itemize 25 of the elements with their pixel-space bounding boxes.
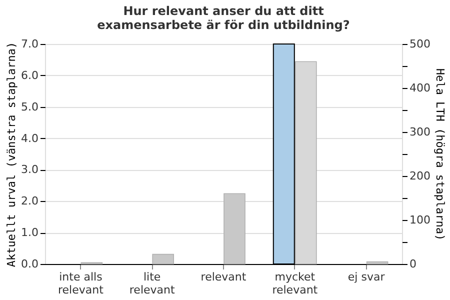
y-tick-label: 4.0	[21, 132, 38, 145]
y-tick-label: 2.0	[21, 194, 38, 208]
y-tick-label: 1.0	[21, 226, 38, 240]
x-tick-label: lite relevant	[129, 270, 176, 296]
y2-tick-label: 500	[410, 38, 430, 50]
y-tick-label: 7.0	[21, 38, 38, 50]
chart-title: Hur relevant anser du att ditt examensarbete är för din utbildning?	[97, 4, 350, 32]
y-tick-label: 5.0	[21, 100, 38, 114]
x-tick-label: ej svar	[348, 270, 386, 284]
bar	[366, 261, 388, 264]
y-axis-title: Aktuellt urval (vänstra staplarna)	[5, 42, 18, 268]
y2-tick-label: 100	[410, 214, 430, 226]
bar	[152, 254, 174, 264]
x-tick-label: mycket relevant	[272, 270, 318, 296]
x-tick-label: relevant	[200, 270, 247, 284]
x-tick-label: inte alls relevant	[58, 270, 104, 296]
y-tick-label: 0.0	[21, 258, 38, 270]
y2-tick-label: 0	[410, 258, 416, 270]
y2-axis-title: Hela LTH (högra staplarna)	[433, 68, 446, 241]
y2-tick-label: 200	[410, 170, 430, 182]
y-tick-label: 6.0	[21, 68, 38, 82]
y-tick-label: 3.0	[21, 163, 38, 176]
bar	[224, 193, 246, 264]
y2-tick-label: 300	[410, 126, 430, 138]
y2-tick-label: 400	[410, 82, 430, 94]
